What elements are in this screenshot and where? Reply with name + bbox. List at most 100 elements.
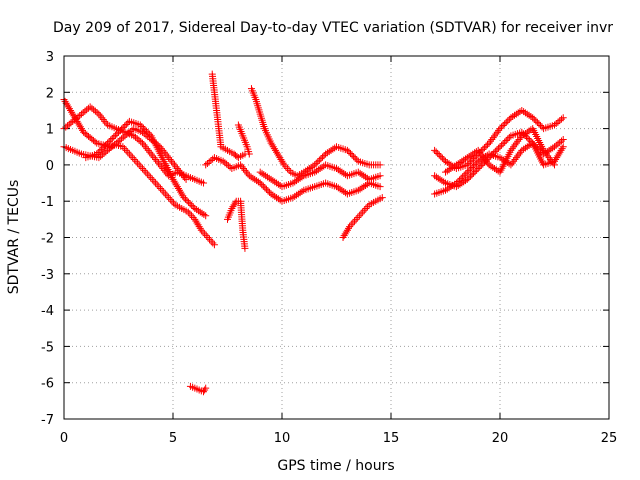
data-point <box>267 175 275 183</box>
data-point <box>336 185 344 193</box>
data-point <box>546 155 554 163</box>
data-point <box>521 109 529 117</box>
data-point <box>512 154 520 162</box>
data-point <box>452 161 460 169</box>
data-point <box>540 146 548 154</box>
data-point <box>116 136 124 144</box>
data-point <box>524 134 532 142</box>
data-point <box>203 159 211 167</box>
data-point <box>465 167 473 175</box>
data-point <box>523 143 531 151</box>
data-point <box>502 118 510 126</box>
data-point <box>119 143 127 151</box>
data-point <box>557 115 565 123</box>
data-point <box>356 185 364 193</box>
data-point <box>507 161 515 169</box>
data-point <box>271 192 279 200</box>
data-point <box>440 178 448 186</box>
data-point <box>119 124 127 132</box>
data-point <box>138 165 146 173</box>
data-point <box>228 204 236 212</box>
data-point <box>276 154 284 162</box>
data-point <box>132 157 140 165</box>
data-point <box>150 177 158 185</box>
data-point <box>532 117 540 125</box>
data-point <box>264 187 272 195</box>
data-point <box>277 155 285 163</box>
data-point <box>270 145 278 153</box>
data-point <box>474 146 482 154</box>
data-point <box>226 163 234 171</box>
series-track-10 <box>224 197 249 252</box>
data-point <box>202 232 210 240</box>
data-point <box>206 235 214 243</box>
data-point <box>219 157 227 165</box>
data-point <box>271 146 279 154</box>
data-point <box>65 120 73 128</box>
data-point <box>168 157 176 165</box>
data-point <box>504 117 512 125</box>
data-point <box>147 174 155 182</box>
data-point <box>495 126 503 134</box>
data-point <box>343 146 351 154</box>
data-point <box>515 150 523 158</box>
data-point <box>76 112 84 120</box>
data-point <box>269 177 277 185</box>
data-point <box>494 144 502 152</box>
data-point <box>94 148 102 156</box>
y-tick-label: -2 <box>41 232 54 247</box>
data-point <box>173 183 181 191</box>
data-point <box>347 221 355 229</box>
data-point <box>555 150 563 158</box>
y-tick-label: 3 <box>46 50 54 65</box>
data-point <box>102 141 110 149</box>
data-point <box>477 161 485 169</box>
data-point <box>323 149 331 157</box>
data-point <box>152 179 160 187</box>
data-point <box>551 121 558 129</box>
data-point <box>342 228 350 236</box>
data-point <box>265 174 273 182</box>
data-point <box>533 118 541 126</box>
data-point <box>166 195 174 203</box>
data-point <box>93 109 101 117</box>
data-point <box>108 134 116 142</box>
data-point <box>360 183 368 191</box>
data-point <box>435 151 443 159</box>
data-point <box>178 190 186 198</box>
data-point <box>137 138 145 146</box>
data-point <box>557 146 565 154</box>
data-point <box>256 168 264 176</box>
data-point <box>69 117 77 125</box>
data-point <box>469 150 477 158</box>
data-point <box>438 177 446 185</box>
data-point <box>442 168 449 176</box>
y-tick-label: 2 <box>46 86 54 101</box>
data-point <box>554 152 562 160</box>
data-point <box>354 186 362 194</box>
data-point <box>482 157 490 165</box>
data-point <box>202 212 210 220</box>
data-point <box>93 150 101 158</box>
data-point <box>535 120 543 128</box>
data-point <box>163 152 171 160</box>
data-point <box>189 214 197 222</box>
data-point <box>145 172 153 180</box>
data-point <box>559 135 567 143</box>
data-point <box>447 183 455 191</box>
data-point <box>350 217 358 225</box>
data-point <box>465 174 473 182</box>
data-point <box>293 177 301 185</box>
x-tick-label: 0 <box>60 431 68 446</box>
series-track-1 <box>60 96 218 249</box>
data-point <box>333 165 340 173</box>
data-point <box>485 161 493 169</box>
data-point <box>105 138 113 146</box>
data-point <box>76 123 84 131</box>
data-point <box>111 141 119 149</box>
data-point <box>341 230 349 238</box>
data-point <box>322 150 330 158</box>
data-point <box>173 165 181 173</box>
data-point <box>511 155 519 163</box>
data-point <box>171 179 179 187</box>
